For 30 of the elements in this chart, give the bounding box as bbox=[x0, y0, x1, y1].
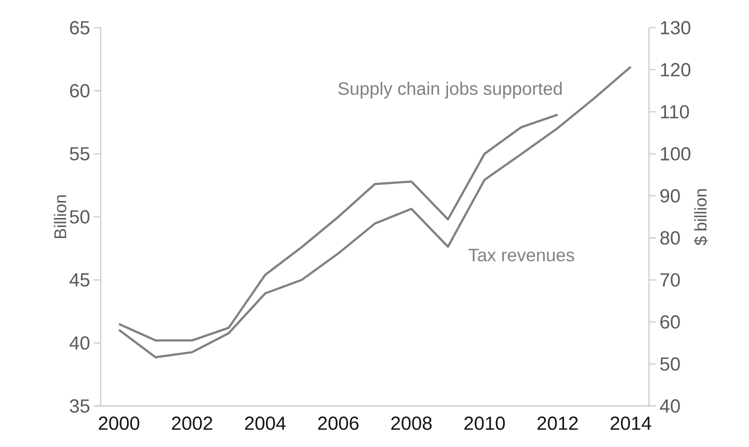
x-tick-label: 2008 bbox=[391, 416, 432, 430]
y2-tick-label: 70 bbox=[660, 273, 680, 287]
y2-tick-label: 100 bbox=[660, 147, 690, 161]
y-tick-label: 60 bbox=[70, 84, 90, 98]
x-tick-label: 2002 bbox=[172, 416, 212, 430]
y2-tick-label: 80 bbox=[660, 231, 680, 245]
series-label: Supply chain jobs supported bbox=[338, 82, 562, 99]
x-tick-label: 2004 bbox=[245, 416, 286, 430]
y2-tick-label: 110 bbox=[660, 105, 689, 118]
y2-tick-label: 40 bbox=[660, 399, 680, 413]
x-tick-label: 2000 bbox=[98, 416, 140, 430]
x-tick-label: 2010 bbox=[464, 416, 505, 430]
y2-tick-label: 130 bbox=[660, 20, 690, 34]
y2-tick-label: 120 bbox=[660, 63, 690, 76]
x-tick-label: 2006 bbox=[318, 416, 359, 430]
y-tick-label: 45 bbox=[70, 273, 90, 287]
y-tick-label: 35 bbox=[70, 399, 90, 413]
y-tick-label: 50 bbox=[70, 210, 90, 224]
y-tick-label: 40 bbox=[70, 336, 90, 350]
y-tick-label: 55 bbox=[70, 147, 90, 160]
y2-tick-label: 50 bbox=[660, 357, 680, 371]
x-tick-label: 2014 bbox=[610, 416, 652, 430]
y2-tick-label: 90 bbox=[660, 189, 680, 203]
y2-tick-label: 60 bbox=[660, 315, 680, 329]
line-series bbox=[118, 66, 632, 358]
y2-axis-title: $ billion bbox=[694, 189, 708, 246]
y-axis-title: Billion bbox=[54, 195, 66, 238]
y-tick-label: 65 bbox=[70, 20, 90, 34]
x-tick-label: 2012 bbox=[538, 416, 578, 430]
series-label: Tax revenues bbox=[468, 248, 574, 262]
